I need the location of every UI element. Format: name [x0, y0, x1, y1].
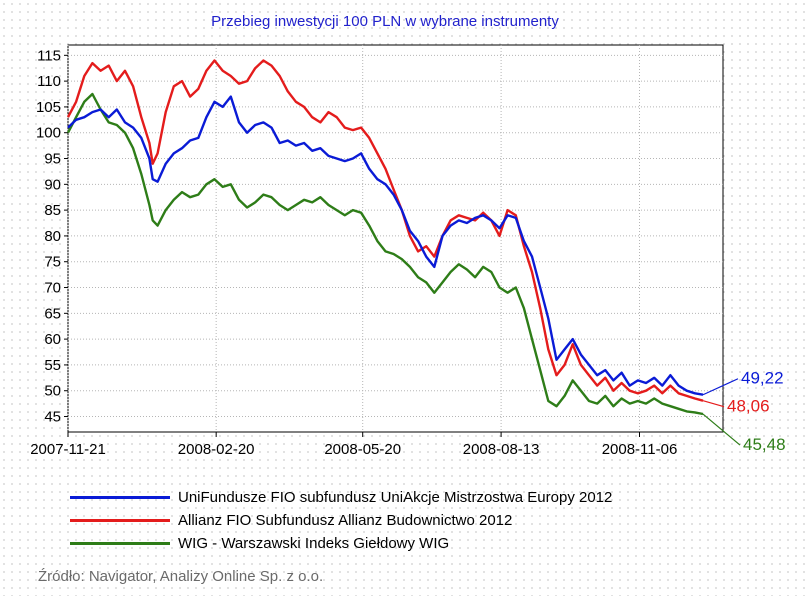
y-tick-label: 75: [44, 254, 61, 271]
legend-item-allianz: Allianz FIO Subfundusz Allianz Budownict…: [70, 509, 612, 532]
x-tick-label: 2007-11-21: [30, 441, 106, 458]
end-label-unifundusze: 49,22: [741, 369, 784, 388]
y-tick-label: 80: [44, 228, 61, 245]
y-tick-label: 90: [44, 176, 61, 193]
y-tick-label: 55: [44, 357, 61, 374]
end-label-wig-leader: [702, 413, 741, 446]
legend-swatch-wig: [70, 542, 170, 545]
series-line-allianz: [66, 59, 704, 402]
legend-item-wig: WIG - Warszawski Indeks Giełdowy WIG: [70, 532, 612, 555]
legend-label-allianz: Allianz FIO Subfundusz Allianz Budownict…: [178, 512, 513, 529]
y-axis: 45 50 55 60 65 70 75 80 85 90 95 100 105 110 115: [36, 47, 68, 426]
end-label-allianz-leader: [702, 400, 725, 408]
y-tick-label: 60: [44, 331, 61, 348]
y-tick-label: 115: [37, 47, 61, 64]
chart-title: Przebieg inwestycji 100 PLN w wybrane in…: [211, 13, 559, 30]
x-axis: 2007-11-21 2008-02-20 2008-05-20 2008-08-13…: [30, 432, 677, 458]
x-tick-label: 2008-02-20: [178, 441, 255, 458]
y-tick-label: 50: [44, 383, 61, 400]
x-tick-label: 2008-11-06: [602, 441, 678, 458]
y-tick-label: 95: [44, 151, 61, 168]
series-line-wig: [66, 92, 704, 416]
y-tick-label: 65: [44, 305, 61, 322]
x-tick-label: 2008-08-13: [463, 441, 540, 458]
legend-label-unifundusze: UniFundusze FIO subfundusz UniAkcje Mist…: [178, 489, 613, 506]
legend-label-wig: WIG - Warszawski Indeks Giełdowy WIG: [178, 535, 450, 552]
y-tick-label: 45: [44, 409, 61, 426]
end-labels: 49,22 48,06 45,48: [702, 369, 786, 454]
y-tick-label: 70: [44, 280, 61, 297]
series-line-unifundusze: [67, 95, 704, 396]
plot-area: [67, 44, 724, 433]
end-label-allianz: 48,06: [727, 397, 770, 416]
y-tick-label: 110: [37, 73, 61, 90]
end-label-wig: 45,48: [743, 435, 786, 454]
grid: [67, 45, 723, 432]
legend-swatch-allianz: [70, 519, 170, 522]
y-tick-label: 100: [36, 125, 61, 142]
end-label-unifundusze-leader: [702, 378, 739, 396]
series-group: [66, 59, 704, 416]
source-note: Źródło: Navigator, Analizy Online Sp. z …: [38, 568, 324, 585]
legend: UniFundusze FIO subfundusz UniAkcje Mist…: [70, 486, 612, 555]
x-tick-label: 2008-05-20: [324, 441, 401, 458]
legend-item-unifundusze: UniFundusze FIO subfundusz UniAkcje Mist…: [70, 486, 612, 509]
y-tick-label: 105: [36, 99, 61, 116]
legend-swatch-unifundusze: [70, 496, 170, 499]
y-tick-label: 85: [44, 202, 61, 219]
